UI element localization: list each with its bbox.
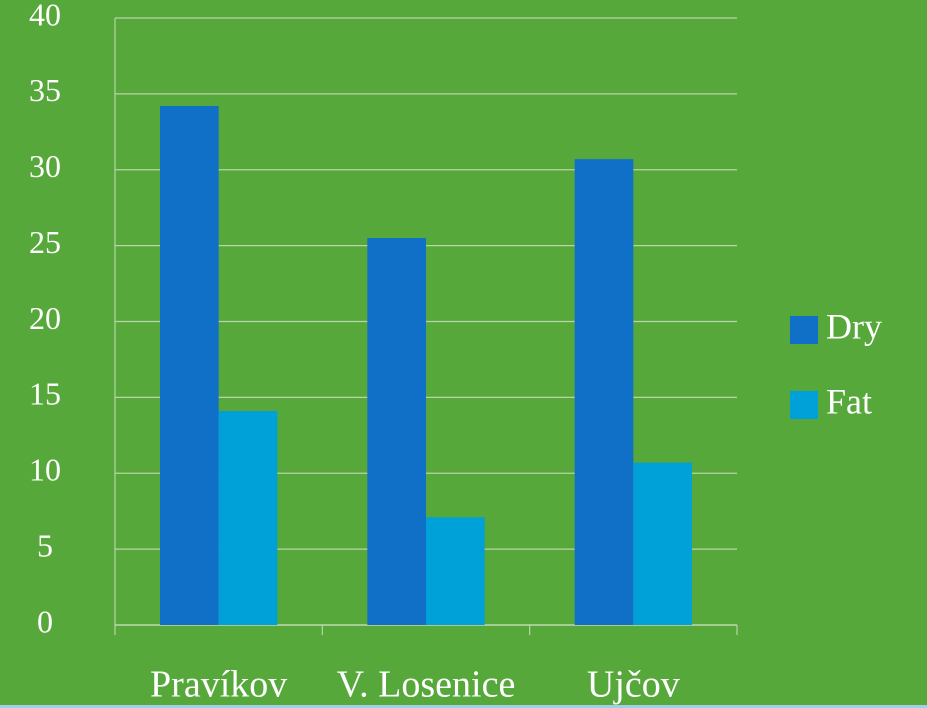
y-tick-label: 30: [29, 148, 61, 184]
y-tick-label: 10: [29, 452, 61, 488]
legend-swatch: [790, 391, 818, 419]
y-tick-label: 5: [37, 527, 53, 563]
bar: [218, 411, 278, 625]
y-tick-label: 25: [29, 224, 61, 260]
bottom-strip: [0, 705, 927, 708]
bar: [426, 517, 485, 625]
legend-label: Fat: [826, 381, 872, 421]
x-tick-label: V. Losenice: [337, 664, 516, 706]
y-tick-label: 40: [29, 0, 61, 32]
bar: [633, 462, 692, 625]
legend-swatch: [790, 316, 818, 344]
y-tick-label: 20: [29, 300, 61, 336]
legend-label: Dry: [826, 306, 882, 346]
bar: [367, 238, 426, 625]
bar: [574, 159, 634, 625]
bar: [160, 106, 219, 625]
y-tick-label: 35: [29, 72, 61, 108]
x-tick-label: Ujčov: [587, 664, 680, 706]
y-tick-label: 0: [37, 603, 53, 639]
x-tick-label: Pravíkov: [150, 664, 287, 706]
y-tick-label: 15: [29, 376, 61, 412]
